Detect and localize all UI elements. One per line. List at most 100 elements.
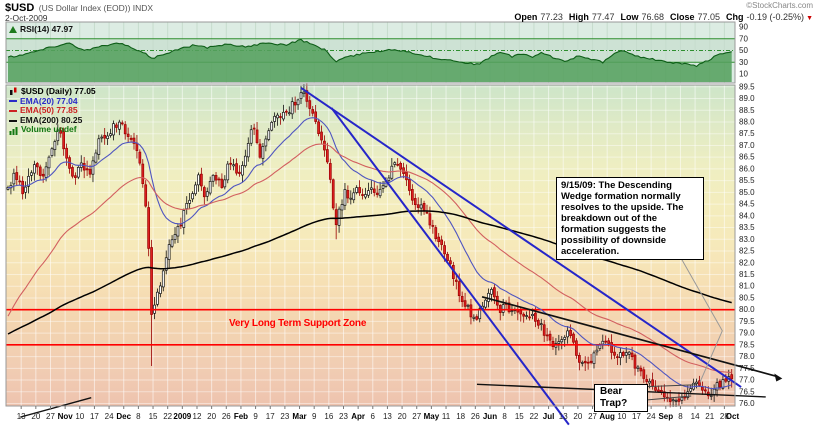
ema-50-line bbox=[7, 143, 732, 374]
svg-text:13: 13 bbox=[383, 412, 392, 421]
svg-text:11: 11 bbox=[442, 412, 451, 421]
legend-item: EMA(50) 77.85 bbox=[9, 106, 96, 116]
svg-text:26: 26 bbox=[471, 412, 480, 421]
symbol: $USD bbox=[5, 2, 35, 14]
svg-text:13: 13 bbox=[559, 412, 568, 421]
svg-text:26: 26 bbox=[222, 412, 231, 421]
svg-text:85.5: 85.5 bbox=[739, 176, 755, 185]
close-label: Close bbox=[669, 12, 695, 22]
svg-text:Jul: Jul bbox=[543, 412, 555, 421]
legend-label: Volume undef bbox=[21, 124, 77, 135]
legend-label: EMA(20) 77.04 bbox=[20, 95, 78, 106]
svg-text:16: 16 bbox=[324, 412, 333, 421]
svg-text:12: 12 bbox=[193, 412, 202, 421]
svg-text:10: 10 bbox=[739, 70, 748, 79]
main-chart-legend: $USD (Daily) 77.05 EMA(20) 77.04 EMA(50) 7… bbox=[9, 86, 96, 135]
svg-text:8: 8 bbox=[502, 412, 507, 421]
line-swatch-icon bbox=[9, 100, 17, 103]
svg-text:80.5: 80.5 bbox=[739, 293, 755, 302]
symbol-description: (US Dollar Index (EOD)) INDX bbox=[38, 3, 154, 13]
svg-text:14: 14 bbox=[691, 412, 700, 421]
svg-text:83.0: 83.0 bbox=[739, 235, 755, 244]
down-triangle-icon: ▼ bbox=[806, 15, 813, 22]
ema-200-line bbox=[7, 210, 732, 335]
svg-text:89.0: 89.0 bbox=[739, 94, 755, 103]
svg-text:27: 27 bbox=[412, 412, 421, 421]
svg-text:22: 22 bbox=[163, 412, 172, 421]
line-swatch-icon bbox=[9, 109, 17, 112]
svg-text:10: 10 bbox=[75, 412, 84, 421]
svg-text:Mar: Mar bbox=[292, 412, 306, 421]
svg-text:24: 24 bbox=[105, 412, 114, 421]
legend-label: EMA(50) 77.85 bbox=[20, 105, 78, 116]
arrowhead-icon bbox=[774, 373, 783, 382]
svg-text:86.5: 86.5 bbox=[739, 153, 755, 162]
svg-text:79.5: 79.5 bbox=[739, 317, 755, 326]
svg-text:30: 30 bbox=[739, 58, 748, 67]
svg-text:15: 15 bbox=[149, 412, 158, 421]
svg-text:81.0: 81.0 bbox=[739, 282, 755, 291]
svg-text:27: 27 bbox=[588, 412, 597, 421]
svg-text:87.0: 87.0 bbox=[739, 141, 755, 150]
legend-item: $USD (Daily) 77.05 bbox=[9, 86, 96, 97]
svg-text:Sep: Sep bbox=[658, 412, 673, 421]
svg-text:70: 70 bbox=[739, 34, 748, 43]
svg-text:82.0: 82.0 bbox=[739, 258, 755, 267]
svg-text:78.5: 78.5 bbox=[739, 340, 755, 349]
svg-text:79.0: 79.0 bbox=[739, 329, 755, 338]
svg-text:88.0: 88.0 bbox=[739, 117, 755, 126]
candlestick-icon bbox=[10, 87, 17, 96]
candles-layer bbox=[6, 83, 734, 408]
low-value: 76.68 bbox=[641, 12, 664, 22]
rsi-panel: 90 70 50 30 10 bbox=[5, 21, 748, 84]
high-value: 77.47 bbox=[591, 12, 615, 22]
svg-text:87.5: 87.5 bbox=[739, 129, 755, 138]
bear-trap-callout: Bear Trap? bbox=[594, 384, 648, 412]
legend-item: EMA(20) 77.04 bbox=[9, 95, 96, 107]
wedge-annotation-note: 9/15/09: The Descending Wedge formation … bbox=[556, 177, 704, 260]
svg-text:84.0: 84.0 bbox=[739, 211, 755, 220]
svg-text:8: 8 bbox=[136, 412, 141, 421]
stockcharts-credit: ©StockCharts.com bbox=[746, 1, 813, 10]
ema-20-line bbox=[7, 117, 732, 390]
svg-text:Nov: Nov bbox=[58, 412, 74, 421]
svg-text:23: 23 bbox=[280, 412, 289, 421]
svg-text:Feb: Feb bbox=[234, 412, 248, 421]
line-swatch-icon bbox=[9, 119, 17, 122]
svg-text:May: May bbox=[424, 412, 440, 421]
svg-text:28: 28 bbox=[720, 412, 729, 421]
svg-text:76.5: 76.5 bbox=[739, 387, 755, 396]
svg-text:Jun: Jun bbox=[483, 412, 497, 421]
svg-text:22: 22 bbox=[529, 412, 538, 421]
svg-text:13: 13 bbox=[17, 412, 26, 421]
bear-trap-line2: Trap? bbox=[600, 398, 628, 409]
legend-item: EMA(200) 80.25 bbox=[9, 114, 96, 126]
left-rising-black bbox=[20, 396, 92, 418]
svg-text:20: 20 bbox=[398, 412, 407, 421]
header-right: ©StockCharts.com Open 77.23 High 77.47 Low 76… bbox=[508, 1, 813, 24]
svg-text:77.5: 77.5 bbox=[739, 364, 755, 373]
svg-text:27: 27 bbox=[46, 412, 55, 421]
chart-date: 2-Oct-2009 bbox=[5, 13, 48, 23]
svg-text:24: 24 bbox=[647, 412, 656, 421]
support-black-upper bbox=[481, 295, 778, 378]
svg-text:76.0: 76.0 bbox=[739, 399, 755, 408]
chg-label: Chg bbox=[726, 12, 744, 22]
svg-text:20: 20 bbox=[31, 412, 40, 421]
svg-text:23: 23 bbox=[339, 412, 348, 421]
legend-label: EMA(200) 80.25 bbox=[20, 114, 83, 125]
svg-text:Dec: Dec bbox=[116, 412, 131, 421]
bear-trap-line1: Bear bbox=[600, 386, 623, 397]
svg-text:21: 21 bbox=[705, 412, 714, 421]
rsi-legend: RSI(14) 47.97 bbox=[9, 24, 73, 34]
svg-text:82.5: 82.5 bbox=[739, 247, 755, 256]
support-zone-label: Very Long Term Support Zone bbox=[229, 318, 367, 329]
svg-text:50: 50 bbox=[739, 46, 748, 55]
low-label: Low bbox=[620, 12, 639, 22]
chg-value: -0.19 (-0.25%) bbox=[746, 12, 805, 22]
chart-header: $USD (US Dollar Index (EOD)) INDX 2-Oct-… bbox=[5, 2, 154, 24]
svg-text:17: 17 bbox=[266, 412, 275, 421]
svg-text:78.0: 78.0 bbox=[739, 352, 755, 361]
svg-text:8: 8 bbox=[678, 412, 683, 421]
